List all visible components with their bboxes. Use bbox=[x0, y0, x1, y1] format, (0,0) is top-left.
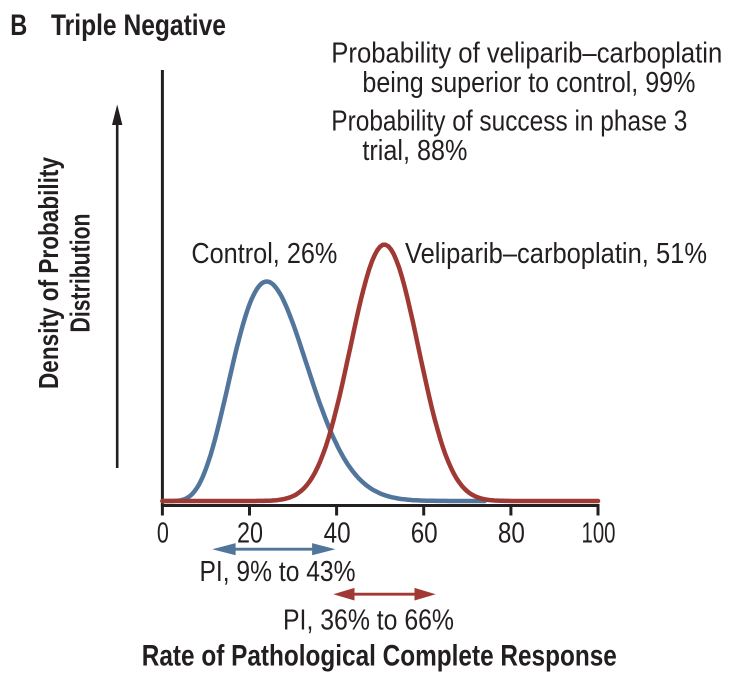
svg-text:Density of Probability: Density of Probability bbox=[33, 157, 64, 389]
svg-text:20: 20 bbox=[237, 518, 263, 550]
svg-text:Triple Negative: Triple Negative bbox=[51, 9, 226, 42]
svg-text:80: 80 bbox=[498, 518, 525, 550]
svg-text:Control, 26%: Control, 26% bbox=[191, 238, 337, 270]
svg-text:Rate of Pathological Complete: Rate of Pathological Complete Response bbox=[142, 640, 617, 673]
svg-text:100: 100 bbox=[582, 518, 616, 550]
svg-text:Probability of success in phas: Probability of success in phase 3 bbox=[331, 106, 687, 138]
svg-text:Veliparib–carboplatin, 51%: Veliparib–carboplatin, 51% bbox=[405, 238, 707, 270]
svg-text:60: 60 bbox=[411, 518, 438, 550]
svg-text:PI, 9% to 43%: PI, 9% to 43% bbox=[200, 556, 356, 588]
svg-text:trial, 88%: trial, 88% bbox=[362, 135, 467, 167]
svg-text:0: 0 bbox=[157, 518, 169, 550]
svg-text:PI, 36% to 66%: PI, 36% to 66% bbox=[283, 605, 454, 637]
svg-text:Distribution: Distribution bbox=[65, 214, 96, 333]
svg-text:B: B bbox=[10, 9, 27, 42]
svg-text:40: 40 bbox=[324, 518, 351, 550]
svg-text:Probability of veliparib–carbo: Probability of veliparib–carboplatin bbox=[331, 38, 722, 70]
svg-text:being superior to control, 99%: being superior to control, 99% bbox=[362, 67, 695, 99]
